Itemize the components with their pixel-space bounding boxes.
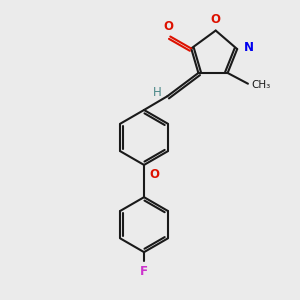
Text: CH₃: CH₃ bbox=[251, 80, 271, 90]
Text: O: O bbox=[211, 13, 221, 26]
Text: O: O bbox=[164, 20, 174, 33]
Text: F: F bbox=[140, 265, 148, 278]
Text: N: N bbox=[244, 41, 254, 54]
Text: H: H bbox=[153, 86, 162, 99]
Text: O: O bbox=[149, 168, 159, 181]
